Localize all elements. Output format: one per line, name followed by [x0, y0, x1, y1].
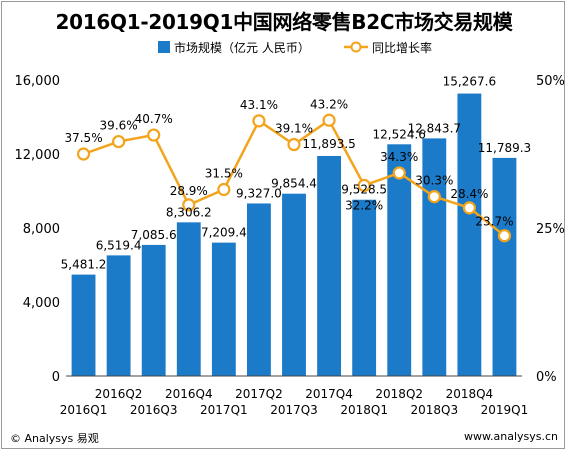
- x-tick-label: 2019Q1: [481, 403, 529, 417]
- y-right-tick-label: 25%: [536, 222, 565, 237]
- growth-value-label: 43.2%: [310, 97, 348, 111]
- chart-title: 2016Q1-2019Q1中国网络零售B2C市场交易规模: [55, 10, 513, 34]
- growth-value-label: 40.7%: [135, 112, 173, 126]
- footer-copyright: © Analysys 易观: [10, 432, 99, 445]
- legend-line-label: 同比增长率: [372, 40, 432, 55]
- bar-value-label: 9,327.0: [236, 186, 282, 200]
- growth-value-label: 30.3%: [415, 174, 453, 188]
- x-tick-label: 2017Q4: [305, 387, 353, 401]
- bar: [106, 255, 131, 376]
- x-tick-label: 2017Q3: [270, 403, 318, 417]
- bar: [176, 222, 201, 376]
- bar-value-label: 12,843.7: [408, 121, 461, 135]
- bar-value-label: 11,893.5: [302, 137, 355, 151]
- bar-value-label: 15,267.6: [443, 75, 496, 89]
- bar-value-label: 11,789.3: [478, 141, 531, 155]
- growth-value-label: 28.9%: [170, 184, 208, 198]
- growth-marker: [497, 229, 512, 243]
- growth-value-label: 32.2%: [345, 198, 383, 212]
- growth-marker: [217, 182, 231, 197]
- bar: [492, 157, 517, 376]
- x-tick-label: 2018Q4: [446, 387, 494, 401]
- growth-value-label: 31.5%: [205, 167, 243, 181]
- legend-bar-label: 市场规模（亿元 人民币）: [174, 40, 310, 55]
- bar: [141, 244, 166, 376]
- x-tick-label: 2017Q2: [235, 387, 283, 401]
- x-tick-label: 2018Q2: [375, 387, 423, 401]
- growth-marker: [147, 128, 161, 142]
- x-tick-label: 2016Q4: [165, 387, 213, 401]
- bar-value-label: 8,306.2: [166, 205, 212, 219]
- chart-legend: 市场规模（亿元 人民币） 同比增长率: [158, 40, 432, 55]
- bar: [387, 144, 412, 376]
- x-tick-label: 2016Q1: [60, 403, 108, 417]
- growth-marker: [112, 134, 126, 149]
- growth-value-label: 43.1%: [240, 98, 278, 112]
- bar-value-label: 6,519.4: [96, 238, 142, 252]
- growth-value-label: 39.6%: [100, 119, 138, 133]
- bar-value-label: 5,481.2: [61, 258, 107, 272]
- x-tick-label: 2018Q3: [410, 403, 458, 417]
- bar-value-label: 9,528.5: [341, 183, 387, 197]
- bar-value-label: 7,209.4: [201, 226, 247, 240]
- footer-website: www.analysys.cn: [464, 430, 558, 443]
- bar-value-label: 9,854.4: [271, 177, 317, 191]
- bar-value-label: 12,524.6: [373, 127, 426, 141]
- bar: [317, 155, 342, 376]
- bar: [211, 242, 236, 376]
- y-left-tick-label: 0: [52, 370, 60, 385]
- bar: [282, 193, 306, 376]
- legend-marker-swatch: [350, 41, 362, 53]
- growth-value-label: 34.3%: [380, 150, 418, 164]
- growth-value-label: 28.4%: [450, 187, 488, 201]
- y-left-tick-label: 16,000: [15, 74, 61, 89]
- bar: [352, 199, 377, 376]
- growth-marker: [392, 166, 406, 180]
- growth-marker: [322, 113, 336, 127]
- x-tick-label: 2016Q2: [95, 387, 143, 401]
- y-left-tick-label: 12,000: [15, 148, 61, 163]
- growth-marker: [287, 137, 301, 152]
- y-right-tick-label: 50%: [536, 74, 565, 89]
- growth-marker: [76, 147, 91, 161]
- x-tick-label: 2017Q1: [200, 403, 248, 417]
- y-left-tick-label: 4,000: [23, 296, 60, 311]
- bar: [246, 203, 271, 376]
- legend-bar-swatch: [158, 41, 170, 53]
- growth-value-label: 39.1%: [275, 122, 313, 136]
- bar: [457, 93, 482, 376]
- growth-value-label: 23.7%: [475, 215, 513, 229]
- growth-marker: [357, 178, 371, 192]
- y-left-tick-label: 8,000: [23, 222, 60, 237]
- growth-marker: [252, 114, 266, 128]
- bar-value-label: 7,085.6: [131, 228, 177, 242]
- x-tick-label: 2018Q1: [340, 403, 388, 417]
- growth-marker: [427, 190, 441, 204]
- x-tick-label: 2016Q3: [130, 403, 178, 417]
- growth-marker: [182, 198, 196, 212]
- growth-marker: [462, 201, 476, 215]
- growth-value-label: 37.5%: [64, 131, 102, 145]
- y-right-tick-label: 0%: [536, 370, 557, 385]
- bar: [71, 274, 96, 376]
